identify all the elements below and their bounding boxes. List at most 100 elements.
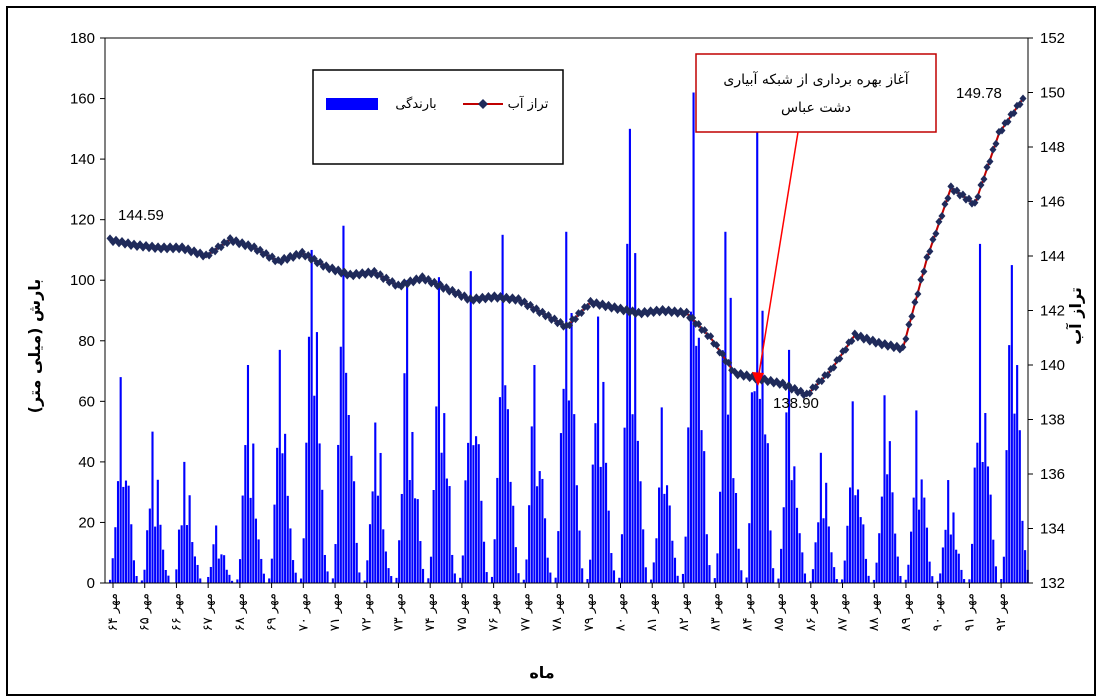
precip-bar bbox=[809, 581, 812, 583]
precip-bar bbox=[358, 572, 361, 583]
precip-bar bbox=[599, 466, 602, 583]
event-arrow-head bbox=[752, 372, 764, 386]
water-level-marker bbox=[130, 239, 138, 248]
precip-bar bbox=[992, 539, 995, 583]
water-level-marker bbox=[382, 273, 390, 282]
precip-bar bbox=[867, 575, 870, 583]
precip-bar bbox=[700, 430, 703, 583]
precip-bar bbox=[403, 373, 406, 583]
y-right-tick-label: 148 bbox=[1040, 139, 1065, 156]
precip-bar bbox=[146, 530, 149, 583]
precip-bar bbox=[904, 579, 907, 583]
precip-bar bbox=[541, 478, 544, 583]
precip-bar bbox=[681, 573, 685, 583]
precip-bar bbox=[321, 489, 324, 583]
precip-bar bbox=[175, 569, 178, 583]
precip-bar bbox=[604, 462, 608, 583]
x-tick-label: مهر ۸۴ bbox=[740, 593, 755, 631]
precip-bar bbox=[923, 497, 926, 583]
precip-bar bbox=[276, 447, 279, 583]
precip-bar bbox=[379, 452, 382, 583]
water-level-marker bbox=[926, 247, 934, 256]
precip-bar bbox=[241, 495, 244, 583]
water-level-marker bbox=[556, 317, 564, 326]
y-right-tick-label: 134 bbox=[1040, 521, 1065, 538]
water-level-marker bbox=[806, 389, 814, 398]
water-level-marker bbox=[908, 312, 916, 321]
precip-bar bbox=[684, 536, 687, 583]
y-right-tick-label: 146 bbox=[1040, 194, 1065, 211]
precip-bar bbox=[310, 249, 313, 583]
precip-bar bbox=[915, 410, 918, 583]
precip-bar bbox=[533, 365, 536, 583]
precip-bar bbox=[928, 561, 931, 583]
x-tick-label: مهر ۷۵ bbox=[455, 593, 470, 631]
water-level-marker bbox=[920, 267, 928, 276]
water-level-marker bbox=[953, 186, 961, 195]
precip-bar bbox=[307, 336, 311, 583]
water-level-marker bbox=[262, 249, 270, 258]
precip-bar bbox=[480, 500, 483, 583]
precip-bar bbox=[313, 395, 316, 583]
precip-bar bbox=[231, 580, 234, 583]
precip-bar bbox=[578, 530, 581, 583]
precip-bar bbox=[528, 505, 531, 583]
precip-bar bbox=[756, 128, 759, 583]
precip-bar bbox=[191, 542, 194, 583]
precip-bar bbox=[421, 568, 425, 583]
water-level-marker bbox=[695, 319, 703, 328]
precip-bar bbox=[777, 578, 780, 583]
water-level-marker bbox=[980, 175, 988, 184]
precip-bar bbox=[154, 526, 157, 583]
precip-bar bbox=[899, 575, 902, 583]
y-left-tick-label: 40 bbox=[78, 454, 95, 471]
water-level-marker bbox=[932, 229, 940, 238]
precip-bar bbox=[177, 529, 181, 583]
precip-bar bbox=[199, 578, 202, 583]
precip-bar bbox=[273, 504, 276, 583]
precip-bar bbox=[1024, 550, 1027, 583]
precip-bar bbox=[692, 92, 695, 583]
event-callout-box bbox=[695, 53, 937, 133]
precip-bar bbox=[687, 427, 690, 583]
precip-bar bbox=[119, 377, 122, 583]
y-left-tick-label: 140 bbox=[70, 151, 95, 168]
water-level-marker bbox=[935, 217, 943, 226]
precip-bar bbox=[353, 481, 356, 583]
water-level-marker bbox=[376, 270, 384, 279]
water-level-marker bbox=[989, 145, 997, 154]
precip-bar bbox=[1021, 520, 1024, 583]
precip-bar bbox=[925, 527, 929, 583]
water-level-marker bbox=[514, 294, 522, 303]
precip-bar bbox=[949, 534, 952, 583]
precip-bar bbox=[453, 573, 456, 583]
precip-bar bbox=[703, 451, 706, 583]
precip-bar bbox=[289, 528, 292, 583]
precip-bar bbox=[732, 478, 735, 583]
precip-bar bbox=[435, 406, 438, 583]
precip-bar bbox=[830, 552, 833, 583]
precip-bar bbox=[931, 576, 934, 583]
event-callout-line2: دشت عباس bbox=[781, 100, 851, 116]
precip-bar bbox=[917, 509, 921, 583]
y-right-axis-title: تراز آب bbox=[1065, 287, 1085, 345]
precip-bar bbox=[549, 572, 552, 583]
water-level-marker bbox=[983, 163, 991, 172]
precip-bar bbox=[493, 539, 496, 583]
precip-bar bbox=[636, 440, 639, 583]
x-tick-label: مهر ۷۰ bbox=[296, 593, 311, 631]
precip-bar bbox=[1018, 430, 1021, 583]
y-right-tick-label: 152 bbox=[1040, 30, 1065, 47]
precip-bar bbox=[467, 442, 470, 583]
precip-bar bbox=[891, 492, 894, 583]
y-left-tick-label: 120 bbox=[70, 212, 95, 229]
precip-bar bbox=[130, 524, 133, 583]
precip-bar bbox=[278, 349, 281, 583]
legend-swatch-precip bbox=[326, 98, 378, 110]
precip-bar bbox=[429, 556, 433, 583]
x-tick-label: مهر ۹۲ bbox=[994, 593, 1009, 631]
precip-bar bbox=[750, 392, 753, 583]
x-tick-label: مهر ۶۸ bbox=[233, 593, 248, 631]
precip-bar bbox=[414, 498, 417, 583]
precip-bar bbox=[323, 554, 326, 583]
